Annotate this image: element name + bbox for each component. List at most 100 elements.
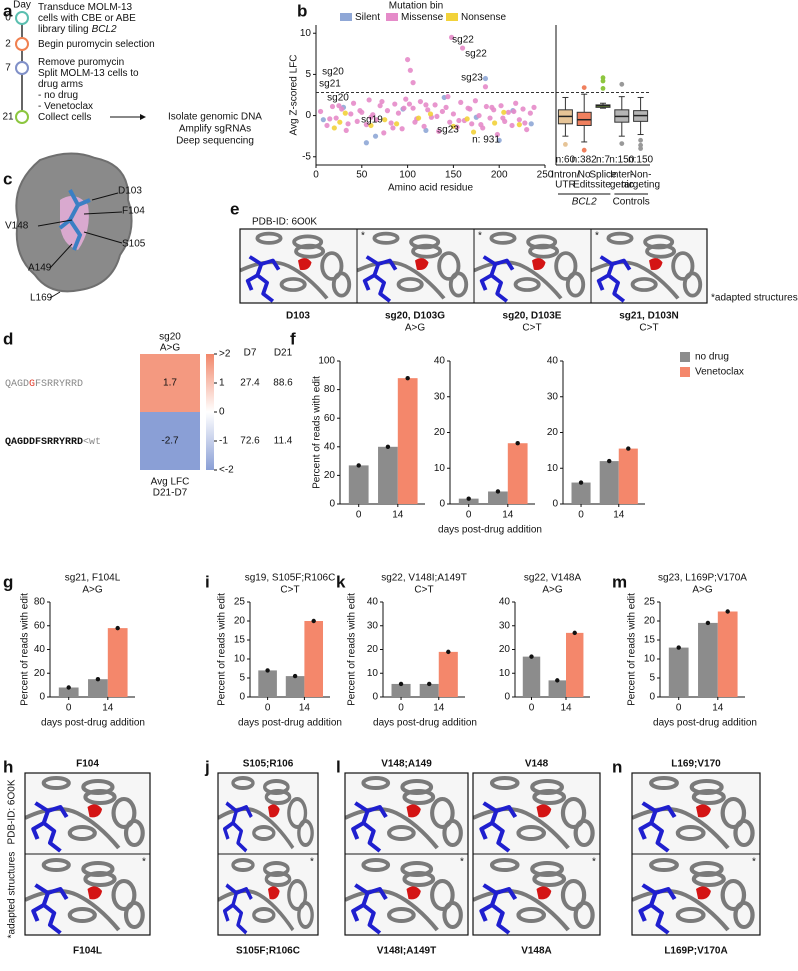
point xyxy=(412,119,418,125)
x-tick-label: 100 xyxy=(399,170,416,181)
bar xyxy=(507,443,528,504)
point xyxy=(357,108,363,114)
panel-label: b xyxy=(297,1,307,20)
point xyxy=(392,101,398,107)
y-tick-label: 20 xyxy=(644,616,656,627)
point xyxy=(345,121,351,127)
point xyxy=(482,84,489,90)
x-tick-label: 14 xyxy=(392,510,404,521)
y-tick-label: 0 xyxy=(39,692,45,703)
output-step: Isolate genomic DNA xyxy=(168,112,262,123)
group-label: BCL2 xyxy=(572,197,597,208)
y-tick-label: 10 xyxy=(367,668,379,679)
bar xyxy=(668,647,689,697)
bar xyxy=(391,683,411,697)
y-tick-label: 10 xyxy=(300,28,312,39)
replicate-dot xyxy=(725,609,730,614)
point xyxy=(394,121,400,127)
x-axis-title: Avg LFC xyxy=(151,477,190,488)
bar xyxy=(698,622,718,697)
point xyxy=(501,109,507,115)
step-text: library tiling BCL2 xyxy=(38,24,117,35)
point xyxy=(516,122,522,128)
legend-label: Nonsense xyxy=(461,12,506,23)
point xyxy=(381,130,387,136)
chart-subtitle: C>T xyxy=(414,585,433,596)
replicate-dot xyxy=(578,480,584,485)
point xyxy=(496,137,502,143)
step-text: - Venetoclax xyxy=(38,101,93,112)
x-tick-label: 0 xyxy=(578,510,584,521)
residue-label: A149 xyxy=(28,263,52,274)
y-tick-label: 5 xyxy=(305,69,311,80)
legend-label: Venetoclax xyxy=(695,367,744,378)
point xyxy=(445,94,451,100)
step-text: Remove puromycin xyxy=(38,57,124,68)
outlier xyxy=(563,142,568,147)
y-tick-label: 0 xyxy=(329,499,335,510)
y-tick-label: 10 xyxy=(547,463,559,474)
x-tick-label: 150 xyxy=(445,170,462,181)
point xyxy=(320,117,326,123)
structure-title: S105;R106 xyxy=(243,759,294,770)
point xyxy=(410,105,416,111)
legend-swatch xyxy=(386,13,398,21)
replicate-dot xyxy=(95,676,101,682)
y-axis-title: Percent of reads with edit xyxy=(347,593,358,706)
output-step: Deep sequencing xyxy=(176,136,254,147)
step-text: Begin puromycin selection xyxy=(38,39,155,50)
panel-label: j xyxy=(204,757,210,776)
bar xyxy=(378,446,398,504)
panel-label: m xyxy=(612,572,627,591)
x-tick-label: 14 xyxy=(560,703,572,714)
point xyxy=(527,110,533,116)
structure-title: F104 xyxy=(76,759,99,770)
panel-label: h xyxy=(3,757,13,776)
point xyxy=(494,131,500,138)
step-line: Remove puromycin xyxy=(38,57,124,68)
x-tick-label: 0 xyxy=(66,703,72,714)
cell-value: -2.7 xyxy=(161,436,179,447)
y-tick-label: 0 xyxy=(305,110,311,121)
replicate-dot xyxy=(385,444,391,449)
y-axis-title: Percent of reads with edit xyxy=(20,593,31,706)
y-tick-label: 10 xyxy=(644,654,656,665)
y-tick-label: 40 xyxy=(367,597,379,608)
structure-title: F104L xyxy=(73,946,102,957)
point xyxy=(434,113,440,120)
x-tick-label: Non- xyxy=(630,170,652,181)
replicate-dot xyxy=(529,654,534,659)
point xyxy=(436,128,442,134)
point xyxy=(382,117,388,123)
caption: C>T xyxy=(522,323,541,334)
bar xyxy=(107,628,128,697)
x-tick-label: genic xyxy=(610,180,634,191)
colorbar-label: <-2 xyxy=(219,465,234,476)
sequence-part: QAGD xyxy=(5,379,29,390)
x-tick-label: 200 xyxy=(491,170,508,181)
caption: C>T xyxy=(639,323,658,334)
legend-label: no drug xyxy=(695,352,729,363)
star: * xyxy=(361,231,365,242)
y-tick-label: 10 xyxy=(499,668,511,679)
sequence-part: <wt xyxy=(83,437,101,448)
y-tick-label: 0 xyxy=(552,499,558,510)
residue-label: D103 xyxy=(118,186,142,197)
heat-cell xyxy=(140,412,200,470)
point xyxy=(459,45,466,51)
point xyxy=(331,125,337,131)
bar xyxy=(58,687,79,697)
structure-title: V148I;A149T xyxy=(377,946,436,957)
x-tick-label: Intron/ xyxy=(551,170,580,181)
pdb-title: PDB-ID: 6O0K xyxy=(252,217,317,228)
d7-value: 72.6 xyxy=(240,436,260,447)
y-tick-label: 15 xyxy=(234,635,246,646)
point xyxy=(406,101,413,107)
residue-label: V148 xyxy=(5,221,29,232)
point xyxy=(427,111,434,117)
x-axis-title: Amino acid residue xyxy=(388,183,473,194)
x-axis-title: days post-drug addition xyxy=(373,718,477,729)
x-axis-title: days post-drug addition xyxy=(41,718,145,729)
colorbar-label: 0 xyxy=(219,407,225,418)
